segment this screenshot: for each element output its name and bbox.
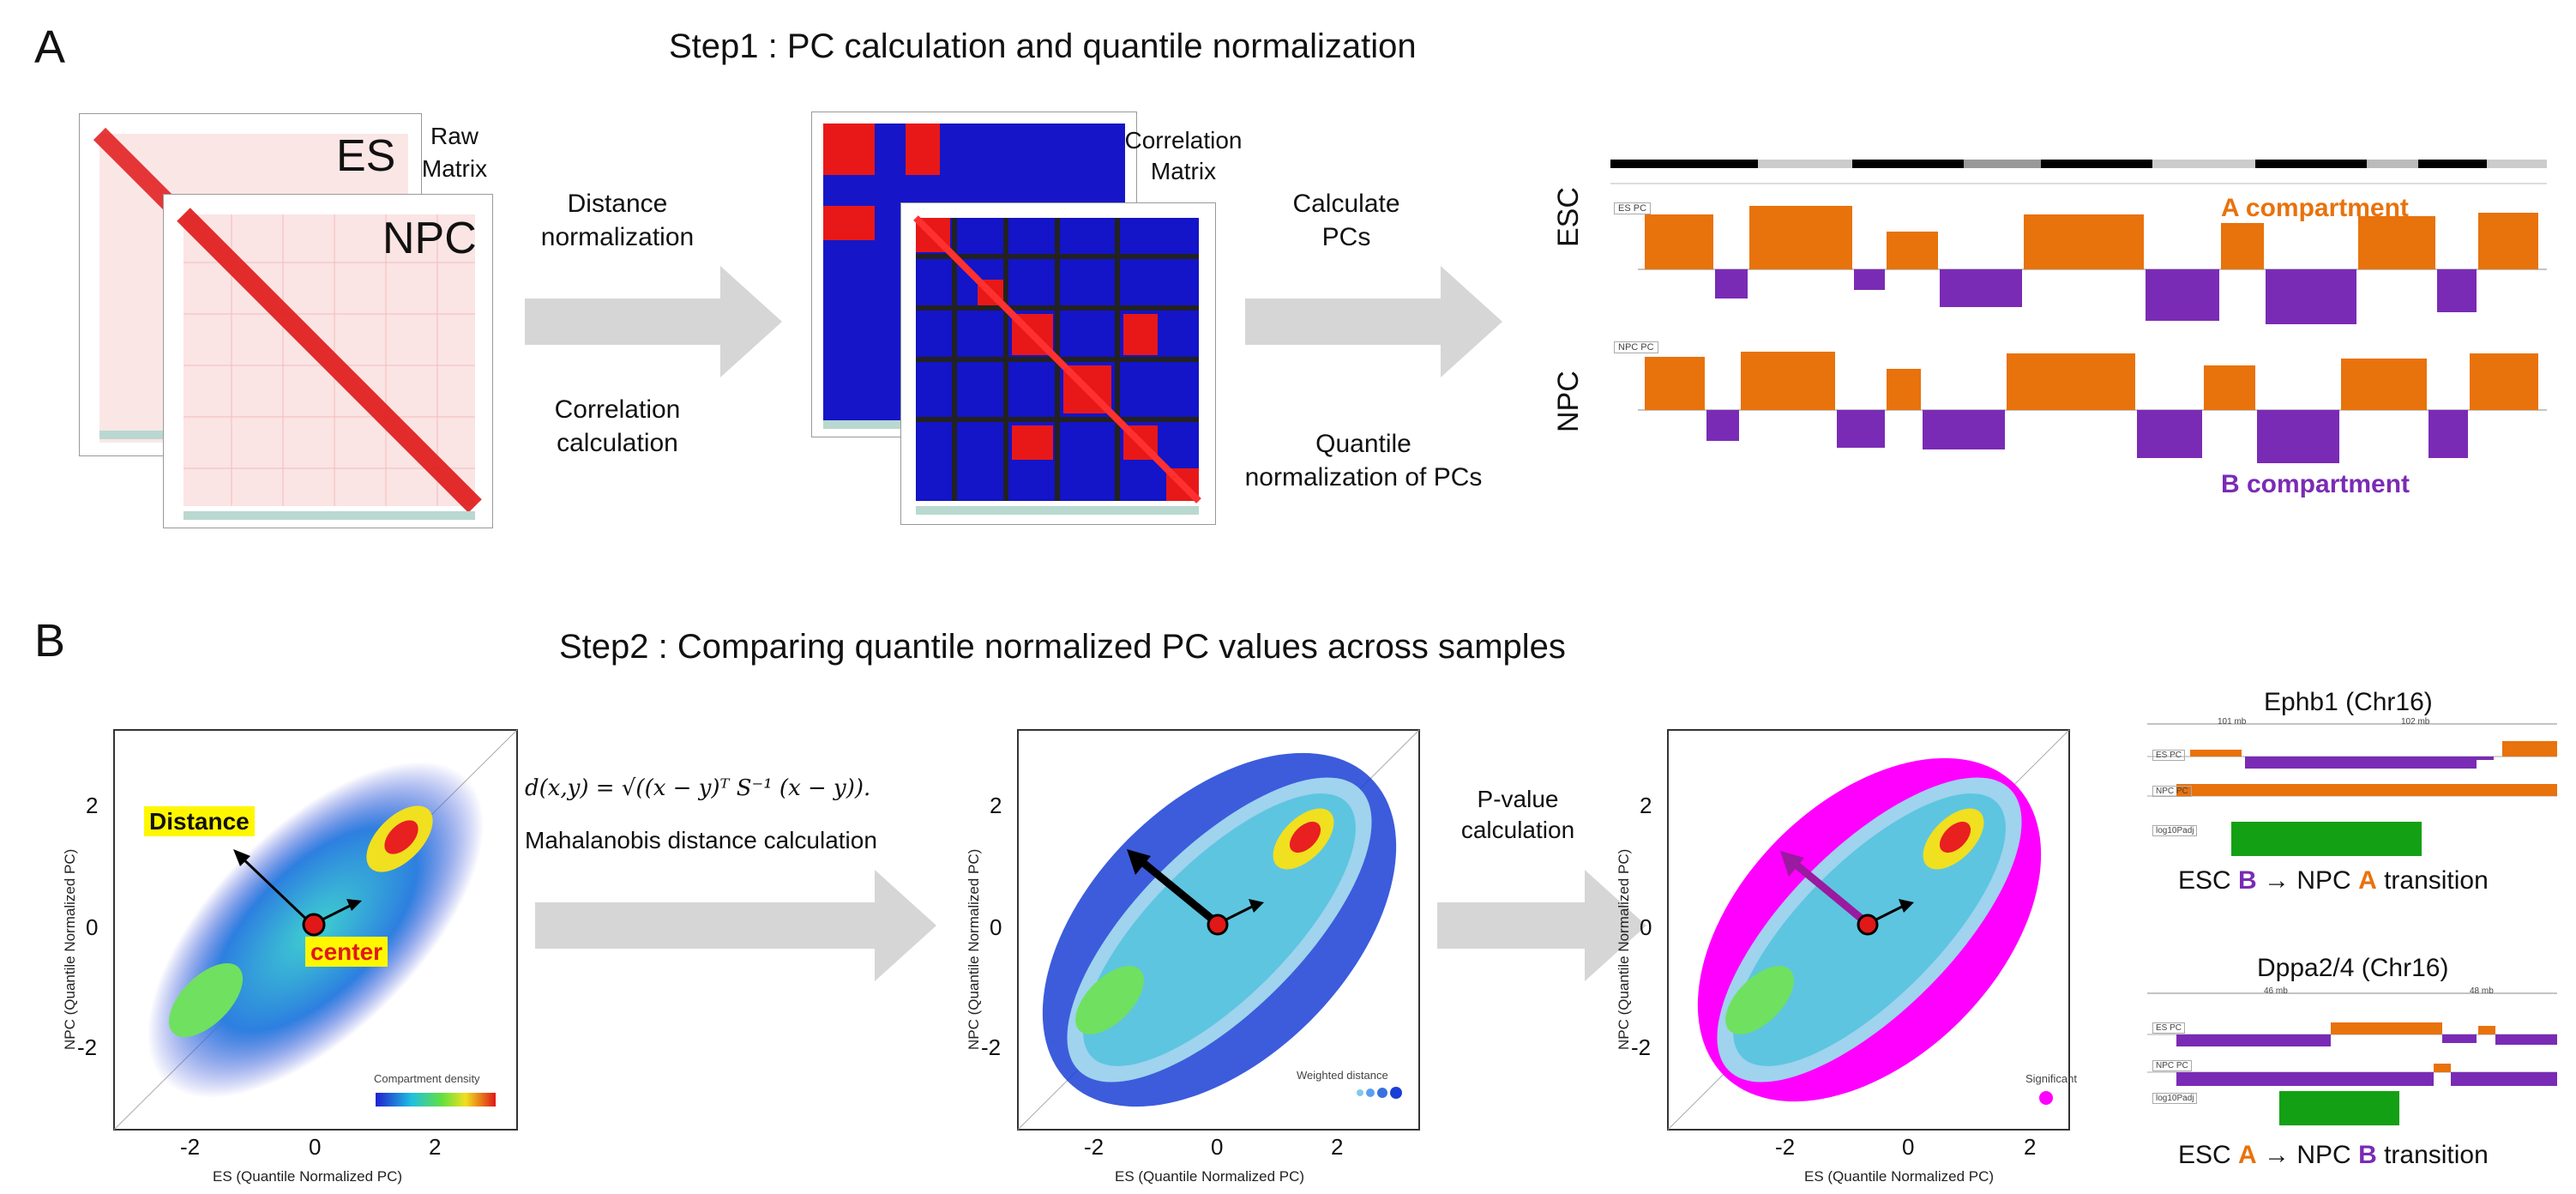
dppa-tracks [2147, 992, 2557, 1125]
legend-density: Compartment density [374, 1072, 480, 1085]
arrow-step2-b [1437, 870, 1646, 981]
scatter3-xtick-neg2: -2 [1775, 1134, 1796, 1160]
arrow-step1-b [1245, 266, 1502, 377]
correlation-matrix-label: Correlation Matrix [1124, 127, 1243, 185]
scatter1-ytick-2: 2 [86, 793, 99, 818]
dppa-title: Dppa2/4 (Chr16) [2257, 954, 2449, 982]
scatter3-ytick-2: 2 [1640, 793, 1652, 818]
arrow-step1-a [525, 266, 782, 377]
scatter1-ytick-0: 0 [86, 914, 99, 940]
scatter3-ytick-0: 0 [1640, 914, 1652, 940]
scatter3-x-axis-title: ES (Quantile Normalized PC) [1804, 1168, 1995, 1185]
es-pc-tag: ES PC [1614, 202, 1652, 214]
scatter2-x-axis-title: ES (Quantile Normalized PC) [1115, 1168, 1305, 1185]
mahalanobis-label: Mahalanobis distance calculation [525, 827, 877, 853]
correlation-calculation-label: Correlation calculation [554, 395, 681, 457]
pvalue-calculation-label: P-value calculation [1460, 786, 1575, 844]
dppa-scale-2: 48 mb [2470, 986, 2494, 996]
mahalanobis-formula: d(x,y) = √((x − y)ᵀ S⁻¹ (x − y)). [525, 775, 871, 801]
scatter3-y-axis-title: NPC (Quantile Normalized PC) [1616, 848, 1632, 1050]
track-esc-label: ESC [1552, 187, 1585, 247]
dppa-scale-1: 46 mb [2264, 986, 2288, 996]
scatter1-xtick-2: 2 [429, 1134, 442, 1160]
scatter2-ytick-neg2: -2 [981, 1034, 1002, 1060]
distance-label-text: Distance [144, 806, 255, 836]
dppa-tag-npc: NPC PC [2152, 1060, 2192, 1071]
ephb1-transition-from: B [2238, 866, 2257, 895]
scatter3-ytick-neg2: -2 [1631, 1034, 1652, 1060]
ephb1-tag-es: ES PC [2152, 750, 2186, 761]
scatter-density [113, 729, 518, 1131]
scatter1-x-axis-title: ES (Quantile Normalized PC) [213, 1168, 403, 1185]
ephb1-scale-2: 102 mb [2401, 717, 2430, 727]
center-label-text: center [305, 937, 388, 967]
scatter2-ytick-2: 2 [990, 793, 1002, 818]
raw-matrix-label: Raw Matrix [421, 123, 488, 182]
quantile-normalization-label: Quantile normalization of PCs [1244, 430, 1483, 491]
scatter2-xtick-2: 2 [1331, 1134, 1344, 1160]
dppa-transition-pre: ESC [2178, 1141, 2239, 1169]
pc-track-browser [1610, 160, 2547, 463]
distance-normalization-label: Distance normalization [540, 190, 695, 251]
dppa-transition-post: transition [2376, 1141, 2489, 1169]
a-compartment-label: A compartment [2221, 194, 2409, 222]
panel-b-letter: B [34, 615, 66, 666]
raw-matrix-npc-label: NPC [382, 214, 477, 263]
scatter3-xtick-2: 2 [2024, 1134, 2037, 1160]
raw-matrix-npc [163, 194, 493, 528]
center-label: center [305, 937, 388, 967]
distance-label: Distance [144, 806, 255, 836]
scatter1-xtick-0: 0 [309, 1134, 322, 1160]
b-compartment-label: B compartment [2221, 470, 2410, 498]
track-npc-label: NPC [1552, 371, 1585, 432]
ephb1-tag-padj: log10Padj [2152, 825, 2198, 836]
arrow-step2-a [535, 870, 936, 981]
scatter1-ytick-neg2: -2 [77, 1034, 98, 1060]
dppa-tag-es: ES PC [2152, 1022, 2186, 1034]
correlation-matrix-npc [900, 202, 1216, 525]
ephb1-transition: ESC B → NPC A transition [2178, 866, 2489, 896]
dppa-transition-to: B [2358, 1141, 2377, 1169]
raw-matrix-es-label: ES [336, 131, 396, 181]
ephb1-scale-1: 101 mb [2218, 717, 2247, 727]
scatter1-xtick-neg2: -2 [180, 1134, 201, 1160]
panel-a-title: Step1 : PC calculation and quantile norm… [669, 27, 1417, 65]
ephb1-title: Ephb1 (Chr16) [2264, 688, 2433, 716]
panel-a-letter: A [34, 21, 66, 73]
npc-pc-tag: NPC PC [1614, 341, 1658, 353]
legend-significant: Significant [2025, 1072, 2077, 1085]
ephb1-tracks [2147, 723, 2557, 856]
scatter3-xtick-0: 0 [1902, 1134, 1915, 1160]
scatter2-xtick-0: 0 [1211, 1134, 1224, 1160]
ephb1-transition-to: A [2358, 866, 2377, 895]
ephb1-transition-post: transition [2376, 866, 2489, 895]
dppa-transition-mid: → NPC [2256, 1141, 2359, 1169]
scatter1-y-axis-title: NPC (Quantile Normalized PC) [62, 848, 78, 1050]
scatter2-ytick-0: 0 [990, 914, 1002, 940]
panel-b-title: Step2 : Comparing quantile normalized PC… [559, 628, 1566, 666]
scatter2-y-axis-title: NPC (Quantile Normalized PC) [966, 848, 982, 1050]
ephb1-tag-npc: NPC PC [2152, 786, 2192, 797]
calculate-pcs-label: Calculate PCs [1292, 190, 1400, 251]
dppa-tag-padj: log10Padj [2152, 1093, 2198, 1104]
scatter-significant [1667, 729, 2070, 1131]
scatter2-xtick-neg2: -2 [1084, 1134, 1104, 1160]
scatter-weighted [1017, 729, 1420, 1131]
dppa-transition: ESC A → NPC B transition [2178, 1141, 2489, 1170]
ephb1-transition-mid: → NPC [2256, 866, 2359, 895]
dppa-transition-from: A [2238, 1141, 2257, 1169]
legend-weighted: Weighted distance [1297, 1069, 1388, 1082]
ephb1-transition-pre: ESC [2178, 866, 2239, 895]
